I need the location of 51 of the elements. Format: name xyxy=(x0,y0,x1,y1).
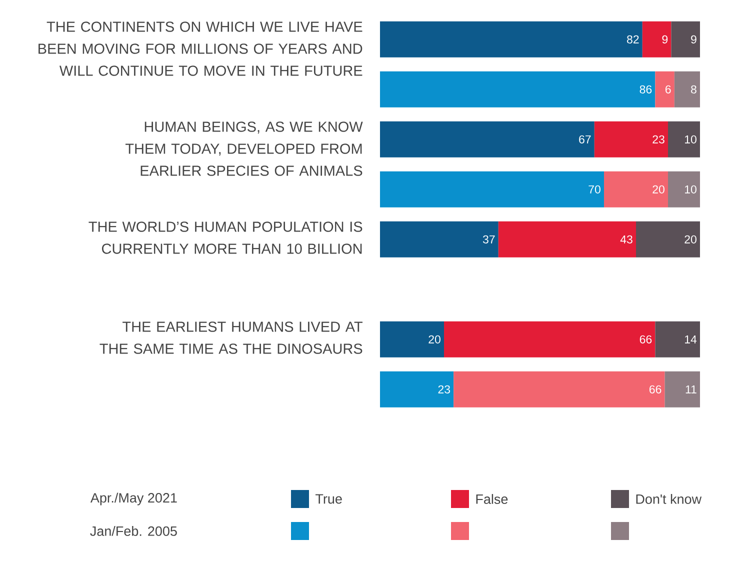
data-label: 23 xyxy=(652,135,664,144)
data-label: 43 xyxy=(620,235,632,244)
data-label: 6 xyxy=(666,85,671,94)
legend-label: Don't know xyxy=(636,494,702,504)
data-label: 37 xyxy=(482,235,495,244)
data-label: 10 xyxy=(685,135,696,144)
bar xyxy=(380,171,604,208)
bar xyxy=(642,21,672,58)
bar xyxy=(668,121,700,158)
data-label: 82 xyxy=(627,35,639,44)
bar xyxy=(380,121,594,158)
y-tick-label: THE CONTINENTS ON WHICH WE LIVE HAVE BEEN MOVING FOR MILLIONS OF YEARS AND WILL CONTINUE TO MOVE IN THE FUTURE xyxy=(38,22,362,76)
text: Jan/Feb. 2005 xyxy=(90,526,177,536)
bar xyxy=(380,321,444,358)
bar xyxy=(664,371,700,408)
legend-label: True xyxy=(316,494,342,504)
data-label: 20 xyxy=(684,235,696,244)
bar xyxy=(380,21,642,58)
bar xyxy=(454,371,665,408)
bar xyxy=(674,71,700,108)
bar xyxy=(671,21,700,58)
data-label: 86 xyxy=(640,85,652,94)
data-label: 70 xyxy=(588,185,600,194)
y-tick-label: THE EARLIEST HUMANS LIVED AT THE SAME TIME AS THE DINOSAURS xyxy=(100,322,362,354)
bar xyxy=(668,171,700,208)
bar xyxy=(655,321,700,358)
bar xyxy=(604,171,668,208)
data-label: 8 xyxy=(691,85,696,94)
bar xyxy=(655,71,674,108)
data-label: 10 xyxy=(685,185,696,194)
bar xyxy=(380,221,498,258)
data-label: 66 xyxy=(640,335,652,344)
bar xyxy=(594,121,668,158)
legend-label: False xyxy=(476,494,508,504)
bar xyxy=(498,221,636,258)
data-label: 20 xyxy=(428,335,440,344)
bar xyxy=(444,321,656,358)
bar xyxy=(380,71,656,108)
data-label: 66 xyxy=(650,385,662,394)
text: Apr./May 2021 xyxy=(90,492,177,506)
data-label: 11 xyxy=(686,385,696,394)
bar xyxy=(636,221,700,258)
data-label: 9 xyxy=(691,35,696,44)
data-label: 20 xyxy=(652,185,664,194)
y-tick-label: THE WORLD’S HUMAN POPULATION IS CURRENTLY MORE THAN 10 BILLION xyxy=(88,222,362,254)
data-label: 9 xyxy=(662,35,668,44)
data-label: 67 xyxy=(579,135,591,144)
bar xyxy=(380,371,454,408)
data-label: 14 xyxy=(685,335,697,344)
y-tick-label: HUMAN BEINGS, AS WE KNOW THEM TODAY, DEVELOPED FROM EARLIER SPECIES OF ANIMALS xyxy=(125,122,363,176)
data-label: 23 xyxy=(438,385,450,394)
